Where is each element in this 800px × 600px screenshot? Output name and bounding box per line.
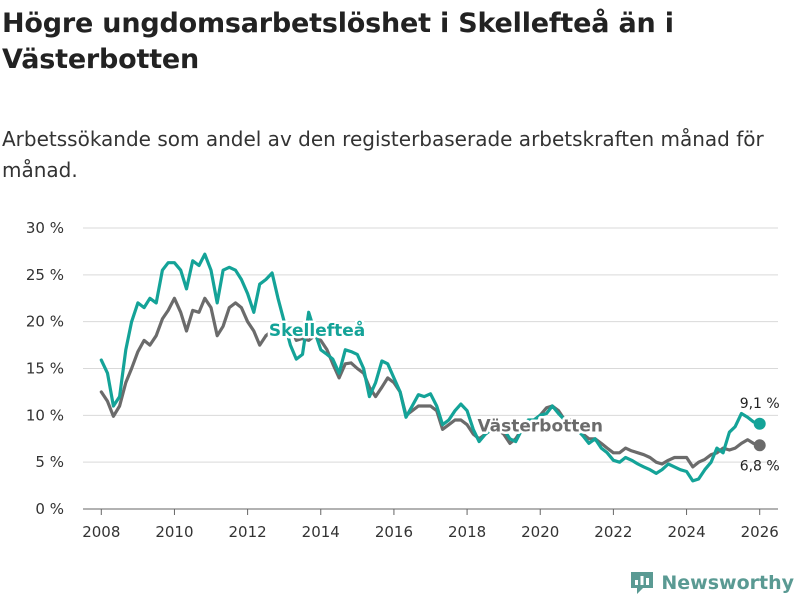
x-tick-label: 2026 xyxy=(741,523,779,541)
series-end-label: 9,1 % xyxy=(740,396,780,412)
line-chart: 0 %5 %10 %15 %20 %25 %30 % 2008 2010 2012 2… xyxy=(26,219,780,541)
x-tick-label: 2014 xyxy=(302,523,340,541)
series-name-label: Västerbotten xyxy=(477,417,603,437)
chart-title: Högre ungdomsarbetslöshet i Skellefteå ä… xyxy=(2,8,674,75)
y-tick-label: 25 % xyxy=(26,266,64,284)
grid-lines xyxy=(83,227,778,510)
x-tick-label: 2008 xyxy=(82,523,120,541)
series-line-0 xyxy=(99,296,762,469)
y-tick-label: 10 % xyxy=(26,406,64,424)
brand-logo: Newsworthy xyxy=(629,570,794,596)
y-tick-label: 0 % xyxy=(35,500,64,518)
x-tick-label: 2012 xyxy=(229,523,267,541)
y-tick-label: 30 % xyxy=(26,219,64,237)
series-end-dot-1 xyxy=(753,417,766,430)
x-tick-label: 2016 xyxy=(375,523,413,541)
x-tick-label: 2022 xyxy=(594,523,632,541)
series-end-label: 6,8 % xyxy=(740,458,780,474)
x-tick-label: 2018 xyxy=(448,523,486,541)
series-end-dot-0 xyxy=(753,439,766,452)
newsworthy-logo-icon xyxy=(631,572,654,594)
x-tick-label: 2010 xyxy=(155,523,193,541)
series-lines xyxy=(99,252,766,483)
y-tick-label: 5 % xyxy=(35,453,64,471)
y-axis-ticks: 0 % 5 % 10 % 15 % 20 % 25 % 30 % xyxy=(26,219,64,518)
series-labels: 6,8 % Västerbotten 9,1 % Skellefteå xyxy=(266,317,780,475)
y-tick-label: 20 % xyxy=(26,313,64,331)
series-line-1 xyxy=(99,252,762,483)
x-tick-label: 2020 xyxy=(521,523,559,541)
x-tick-label: 2024 xyxy=(667,523,705,541)
series-name-label: Skellefteå xyxy=(269,319,365,341)
chart-subtitle: Arbetssökande som andel av den registerb… xyxy=(2,127,764,182)
brand-name: Newsworthy xyxy=(661,572,794,594)
x-axis-ticks: 2008 2010 2012 2014 2016 2018 2020 2022 2024 2026 xyxy=(82,509,779,541)
y-tick-label: 15 % xyxy=(26,360,64,378)
